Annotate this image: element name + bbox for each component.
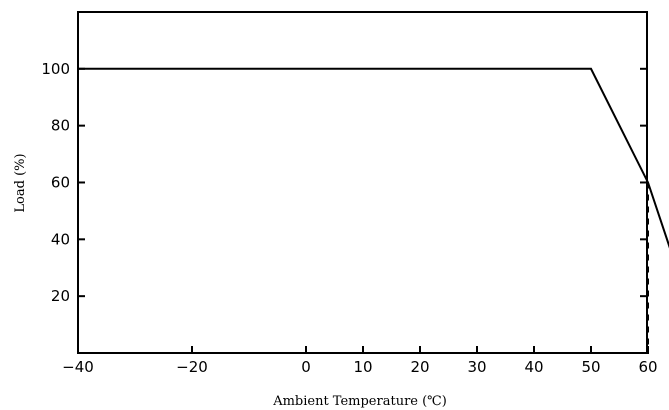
y-tick-label: 40	[51, 230, 70, 248]
y-axis-ticks: 20 40 60 80 100	[41, 60, 648, 305]
x-tick-label: −20	[176, 358, 208, 376]
x-tick-label: 0	[301, 358, 311, 376]
x-tick-label: 30	[467, 358, 486, 376]
y-tick-label: 100	[41, 60, 70, 78]
y-axis-title: Load (%)	[13, 153, 28, 212]
load-curve-line	[78, 67, 669, 249]
y-tick-label: 20	[51, 287, 70, 305]
x-tick-label: 20	[410, 358, 429, 376]
x-axis-ticks: −40−20010203040506070	[62, 346, 658, 376]
x-tick-label: −40	[62, 358, 94, 376]
load-curve-point	[590, 68, 592, 70]
x-tick-label: 40	[524, 358, 543, 376]
x-axis-title: Ambient Temperature (℃)	[272, 394, 447, 409]
series-layer	[77, 67, 669, 353]
load-curve-point	[77, 68, 79, 70]
y-tick-label: 80	[51, 117, 70, 135]
plot-frame	[77, 11, 648, 354]
y-tick-label: 60	[51, 173, 70, 191]
x-tick-label: 50	[581, 358, 600, 376]
x-tick-label: 10	[353, 358, 372, 376]
x-tick-label: 60	[638, 358, 657, 376]
